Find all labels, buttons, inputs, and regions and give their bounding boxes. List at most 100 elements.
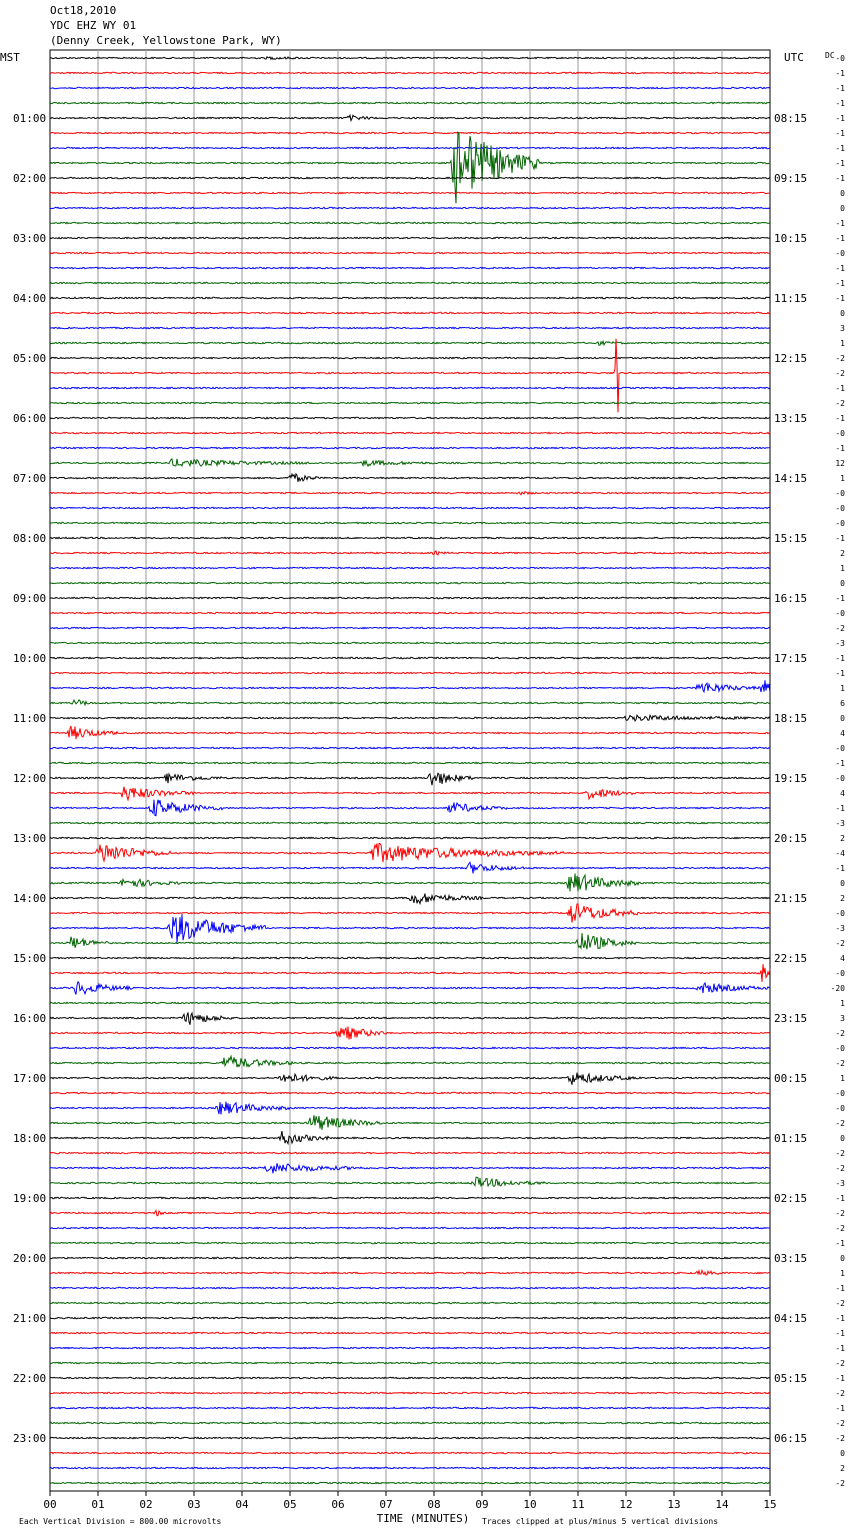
dc-offset-label: 2 bbox=[840, 1464, 845, 1473]
trace-line bbox=[49, 1268, 770, 1276]
x-tick-label: 05 bbox=[283, 1498, 296, 1511]
dc-offset-label: 0 bbox=[840, 1254, 845, 1263]
trace-line bbox=[49, 338, 771, 413]
dc-offset-label: -1 bbox=[835, 804, 845, 813]
dc-offset-label: -1 bbox=[835, 654, 845, 663]
dc-offset-label: -2 bbox=[835, 1389, 845, 1398]
trace-line bbox=[49, 873, 771, 892]
dc-offset-label: 6 bbox=[840, 699, 845, 708]
dc-offset-label: -1 bbox=[835, 864, 845, 873]
dc-offset-label: -0 bbox=[835, 909, 845, 918]
left-hour-label: 12:00 bbox=[13, 772, 46, 785]
trace-line bbox=[49, 611, 771, 615]
trace-line bbox=[49, 1391, 771, 1395]
x-tick-label: 09 bbox=[475, 1498, 488, 1511]
right-hour-label: 16:15 bbox=[774, 592, 807, 605]
dc-offset-label: -1 bbox=[835, 294, 845, 303]
trace-line bbox=[50, 1376, 771, 1380]
trace-line bbox=[49, 914, 771, 943]
left-hour-label: 23:00 bbox=[13, 1432, 46, 1445]
dc-offset-label: -2 bbox=[835, 624, 845, 633]
trace-line bbox=[50, 1466, 771, 1470]
dc-offset-label: 0 bbox=[840, 189, 845, 198]
dc-offset-label: 4 bbox=[840, 729, 845, 738]
trace-line bbox=[49, 1196, 771, 1200]
dc-offset-label: 1 bbox=[840, 339, 845, 348]
dc-offset-label: -3 bbox=[835, 819, 845, 828]
dc-offset-label: -0 bbox=[835, 744, 845, 753]
x-tick-label: 07 bbox=[379, 1498, 392, 1511]
x-tick-label: 04 bbox=[235, 1498, 249, 1511]
trace-line bbox=[50, 821, 771, 825]
right-hour-label: 18:15 bbox=[774, 712, 807, 725]
trace-line bbox=[49, 236, 771, 240]
dc-offset-label: 0 bbox=[840, 714, 845, 723]
dc-offset-label: 3 bbox=[840, 1014, 845, 1023]
dc-offset-label: -0 bbox=[835, 519, 845, 528]
trace-line bbox=[49, 698, 771, 707]
dc-offset-label: -0 bbox=[835, 429, 845, 438]
dc-offset-label: -0 bbox=[835, 609, 845, 618]
dc-offset-label: -1 bbox=[835, 1374, 845, 1383]
trace-line bbox=[49, 536, 771, 540]
dc-offset-label: -2 bbox=[835, 1119, 845, 1128]
dc-offset-label: -2 bbox=[835, 354, 845, 363]
trace-line bbox=[49, 296, 771, 300]
dc-offset-label: -2 bbox=[835, 369, 845, 378]
trace-line bbox=[49, 1026, 771, 1040]
dc-offset-label: -1 bbox=[835, 159, 845, 168]
trace-line bbox=[49, 1131, 771, 1146]
dc-offset-label: -1 bbox=[835, 669, 845, 678]
trace-line bbox=[49, 146, 771, 150]
left-hour-label: 15:00 bbox=[13, 952, 46, 965]
right-hour-label: 15:15 bbox=[774, 532, 807, 545]
dc-offset-label: 0 bbox=[840, 1134, 845, 1143]
right-hour-label: 04:15 bbox=[774, 1312, 807, 1325]
left-hour-label: 02:00 bbox=[13, 172, 46, 185]
left-hour-label: 07:00 bbox=[13, 472, 46, 485]
dc-offset-label: -1 bbox=[835, 594, 845, 603]
right-hour-label: 22:15 bbox=[774, 952, 807, 965]
dc-offset-label: -0 bbox=[835, 774, 845, 783]
trace-line bbox=[49, 1286, 771, 1290]
x-tick-label: 08 bbox=[427, 1498, 440, 1511]
dc-offset-label: -1 bbox=[835, 144, 845, 153]
dc-offset-label: -2 bbox=[835, 939, 845, 948]
trace-line bbox=[49, 1046, 771, 1050]
dc-offset-label: -1 bbox=[835, 234, 845, 243]
right-hour-label: 00:15 bbox=[774, 1072, 807, 1085]
dc-offset-label: -0 bbox=[835, 504, 845, 513]
plot-frame bbox=[49, 49, 771, 1492]
trace-line bbox=[49, 1316, 771, 1320]
dc-offset-label: -1 bbox=[835, 759, 845, 768]
trace-line bbox=[49, 1011, 771, 1025]
trace-line bbox=[49, 799, 771, 817]
trace-line bbox=[49, 458, 771, 468]
x-tick-label: 14 bbox=[715, 1498, 729, 1511]
dc-offset-label: 1 bbox=[840, 474, 845, 483]
dc-offset-label: -2 bbox=[835, 1164, 845, 1173]
right-hour-label: 17:15 bbox=[774, 652, 807, 665]
trace-line bbox=[49, 861, 771, 874]
trace-line bbox=[49, 131, 771, 204]
dc-offset-label: -1 bbox=[835, 69, 845, 78]
dc-offset-label: -1 bbox=[835, 384, 845, 393]
trace-line bbox=[49, 326, 771, 330]
dc-offset-label: -2 bbox=[835, 1029, 845, 1038]
x-axis-label: TIME (MINUTES) bbox=[377, 1512, 470, 1525]
trace-line bbox=[49, 506, 771, 510]
dc-offset-label: -0 bbox=[835, 1089, 845, 1098]
dc-offset-label: 1 bbox=[840, 684, 845, 693]
trace-line bbox=[49, 101, 771, 105]
dc-offset-label: -1 bbox=[835, 114, 845, 123]
right-hour-label: 09:15 bbox=[774, 172, 807, 185]
trace-line bbox=[49, 1072, 771, 1085]
trace-line bbox=[49, 964, 771, 982]
trace-line bbox=[49, 713, 771, 722]
dc-offset-label: -1 bbox=[835, 99, 845, 108]
dc-offset-label: -1 bbox=[835, 444, 845, 453]
dc-offset-label: -1 bbox=[835, 1284, 845, 1293]
dc-offset-label: -2 bbox=[835, 1479, 845, 1488]
trace-line bbox=[49, 956, 771, 960]
